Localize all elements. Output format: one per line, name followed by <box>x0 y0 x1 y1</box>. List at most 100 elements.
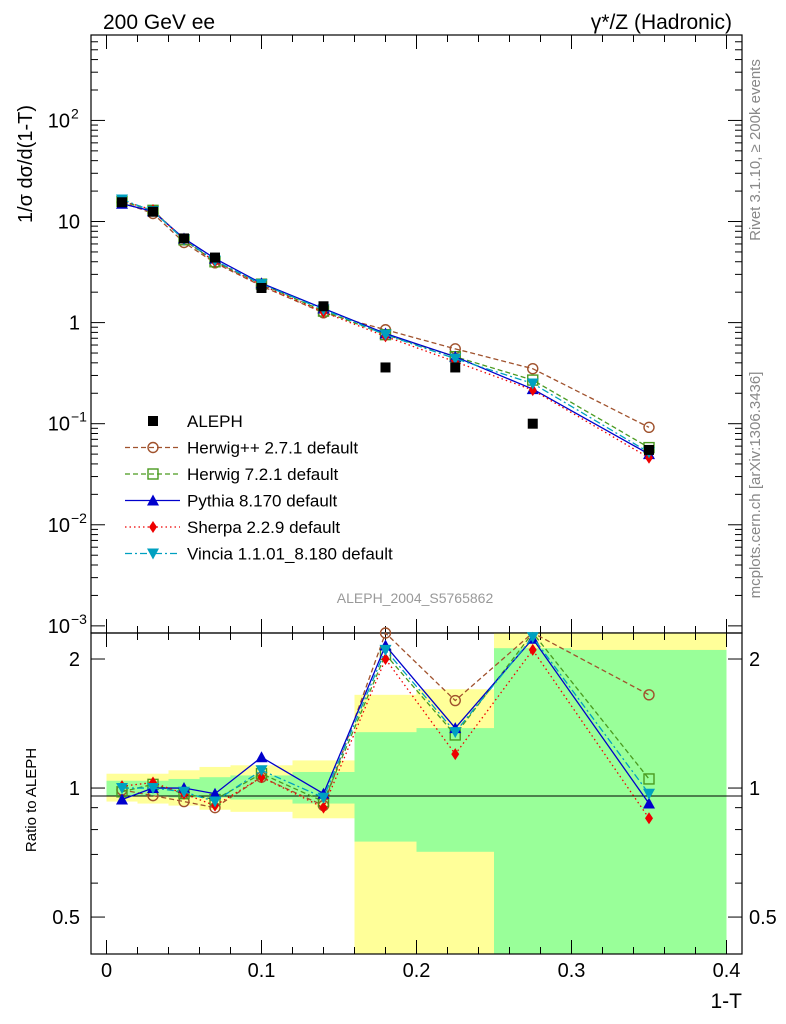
rivet-label: Rivet 3.1.10, ≥ 200k events <box>747 59 764 241</box>
series-marker <box>526 378 539 390</box>
analysis-watermark: ALEPH_2004_S5765862 <box>337 590 494 606</box>
series-line <box>121 203 650 455</box>
ratio-marker <box>643 689 655 701</box>
legend-label: Herwig 7.2.1 default <box>187 465 338 484</box>
series-marker <box>528 384 537 397</box>
ratio-marker <box>379 627 392 639</box>
y-tick-exponent: 2 <box>71 105 79 121</box>
data-point <box>179 233 189 244</box>
series-marker <box>643 421 655 434</box>
ratio-marker <box>645 812 653 825</box>
ratio-line <box>122 636 650 803</box>
ratio-marker <box>116 793 128 805</box>
ratio-marker <box>147 783 159 795</box>
x-tick-label: 0 <box>101 960 112 982</box>
ratio-marker <box>255 751 268 763</box>
x-tick-label: 0.3 <box>558 960 586 982</box>
ratio-ylabel: Ratio to ALEPH <box>23 748 40 852</box>
ratio-series-vincia-1-1-01-8-180-default <box>116 632 655 808</box>
ratio-marker <box>319 801 328 814</box>
data-point <box>380 362 391 373</box>
data-point <box>210 252 220 263</box>
ratio-marker <box>255 765 268 777</box>
legend-marker <box>149 521 157 533</box>
ratio-marker <box>449 727 462 739</box>
main-ylabel: 1/σ dσ/d(1-T) <box>15 105 37 223</box>
legend-marker <box>148 416 158 426</box>
series-marker <box>449 353 462 365</box>
data-point <box>644 444 654 455</box>
ratio-marker <box>178 786 190 798</box>
ratio-marker <box>257 771 266 784</box>
data-point <box>318 301 329 312</box>
ratio-marker <box>209 787 221 799</box>
ratio-series <box>116 627 655 825</box>
x-axis-label: 1-T <box>711 990 743 1013</box>
y-tick-label: 10 <box>48 110 70 132</box>
x-tick-label: 0.2 <box>403 960 431 982</box>
y-tick-label: 10 <box>48 515 70 537</box>
legend-label: Pythia 8.170 default <box>187 492 338 511</box>
ratio-line <box>121 631 650 809</box>
legend-marker <box>147 441 159 454</box>
ratio-marker <box>526 632 539 644</box>
ratio-panel: 0.5 0.5 1 1 2 2 0 0.1 0.2 0.3 0.4 Ratio to ALEPH 1… <box>23 627 777 1013</box>
y-tick-label: 1 <box>69 313 80 335</box>
series-marker <box>379 329 392 341</box>
data-point <box>527 418 538 429</box>
data-point <box>148 206 158 217</box>
header-right: γ*/Z (Hadronic) <box>591 11 732 34</box>
ratio-marker <box>116 783 128 795</box>
ratio-y-tick-label: 1 <box>69 778 80 800</box>
ratio-y-tick-label-right: 0.5 <box>749 907 777 929</box>
legend-label: Sherpa 2.2.9 default <box>187 518 340 537</box>
stat-uncertainty-band <box>494 648 572 955</box>
series-line <box>121 201 650 428</box>
x-tick-label: 0.1 <box>248 960 276 982</box>
data-point <box>450 362 461 373</box>
ratio-marker <box>451 748 460 761</box>
ratio-marker <box>449 694 461 707</box>
main-data-points <box>117 197 654 455</box>
series-marker <box>527 362 539 375</box>
mcplots-label: mcplots.cern.ch [arXiv:1306.3436] <box>747 372 764 599</box>
ratio-marker <box>643 773 655 785</box>
ratio-y-tick-label: 0.5 <box>52 907 80 929</box>
ratio-marker <box>643 797 655 809</box>
ratio-marker <box>379 644 392 656</box>
y-tick-exponent: −1 <box>71 409 87 425</box>
header-left: 200 GeV ee <box>103 11 215 34</box>
legend-label: ALEPH <box>187 412 243 431</box>
legend-marker <box>147 468 159 480</box>
ratio-line <box>121 637 650 804</box>
ratio-marker <box>381 653 390 666</box>
legend-label: Herwig++ 2.7.1 default <box>187 439 358 458</box>
ratio-marker <box>209 796 221 808</box>
y-tick-exponent: −2 <box>71 510 87 526</box>
ratio-marker <box>528 643 537 656</box>
stat-uncertainty-band <box>416 728 494 852</box>
data-point <box>117 197 127 208</box>
series-line <box>121 200 650 449</box>
ratio-y-tick-label-right: 1 <box>749 778 760 800</box>
legend-marker <box>147 494 159 506</box>
y-tick-exponent: −3 <box>71 611 87 627</box>
y-tick-label: 10 <box>48 414 70 436</box>
ratio-y-tick-label: 2 <box>69 649 80 671</box>
ratio-marker <box>643 788 655 800</box>
legend-marker <box>147 548 159 560</box>
legend-label: Vincia 1.1.01_8.180 default <box>187 545 393 564</box>
x-tick-label: 0.4 <box>713 960 741 982</box>
ratio-y-tick-label-right: 2 <box>749 649 760 671</box>
ratio-marker <box>317 792 330 804</box>
data-point <box>256 282 267 293</box>
stat-uncertainty-band <box>354 732 417 842</box>
series-line <box>121 200 650 459</box>
legend: ALEPH Herwig++ 2.7.1 default Herwig 7.2.1 … <box>125 412 393 564</box>
y-tick-label: 10 <box>48 616 70 638</box>
series-line <box>121 198 650 453</box>
y-tick-label: 10 <box>58 212 80 234</box>
